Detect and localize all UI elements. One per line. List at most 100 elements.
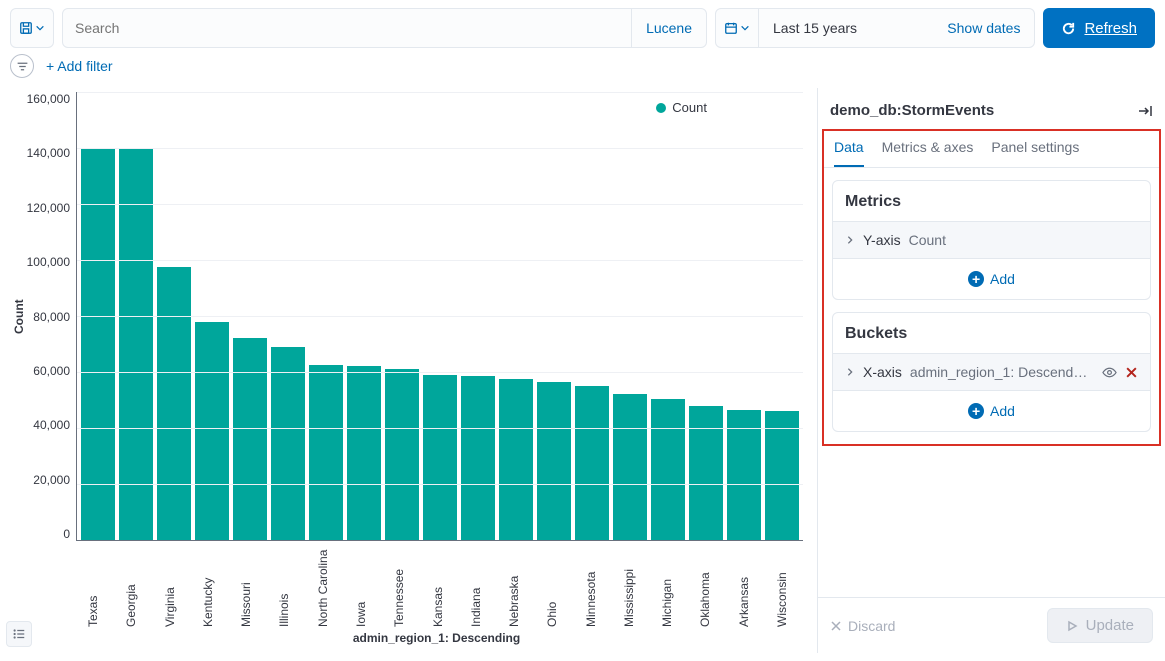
eye-icon[interactable] — [1102, 365, 1117, 380]
calendar-icon — [724, 21, 738, 35]
tab-metrics-axes[interactable]: Metrics & axes — [882, 139, 974, 167]
buckets-item-label: X-axis — [863, 364, 902, 380]
x-tick: Michigan — [660, 545, 674, 627]
chevron-down-icon — [35, 23, 45, 33]
date-quick-select-button[interactable] — [715, 8, 759, 48]
bar[interactable] — [195, 322, 229, 540]
x-tick: Nebraska — [507, 545, 521, 627]
date-range-box: Last 15 years Show dates — [758, 8, 1035, 48]
chart-x-axis-ticks: Texas Georgia Virginia Kentucky Missouri Illi… — [72, 541, 803, 627]
editor-panel-highlighted: Data Metrics & axes Panel settings Metri… — [822, 129, 1161, 446]
tab-panel-settings[interactable]: Panel settings — [991, 139, 1079, 167]
buckets-heading: Buckets — [833, 313, 1150, 353]
x-tick: Arkansas — [737, 545, 751, 627]
show-dates-button[interactable]: Show dates — [933, 20, 1034, 36]
save-query-button[interactable] — [10, 8, 54, 48]
delete-icon[interactable] — [1125, 366, 1138, 379]
play-icon — [1066, 620, 1078, 632]
chevron-right-icon — [845, 367, 855, 377]
x-tick: Georgia — [124, 545, 138, 627]
y-tick: 100,000 — [27, 255, 70, 269]
x-tick: Mississippi — [622, 545, 636, 627]
chart-plot-area — [76, 92, 803, 541]
bar[interactable] — [461, 376, 495, 540]
buckets-item-value: admin_region_1: Descend… — [910, 364, 1094, 380]
plus-circle-icon: + — [968, 403, 984, 419]
y-tick: 80,000 — [33, 310, 70, 324]
list-icon — [12, 627, 26, 641]
legend-toggle-button[interactable] — [6, 621, 32, 647]
x-tick: Texas — [86, 545, 100, 627]
refresh-button[interactable]: Refresh — [1043, 8, 1155, 48]
x-tick: Kansas — [431, 545, 445, 627]
y-tick: 0 — [63, 527, 70, 541]
tab-data[interactable]: Data — [834, 139, 864, 167]
metrics-item-label: Y-axis — [863, 232, 901, 248]
bar[interactable] — [157, 267, 191, 540]
chevron-down-icon — [740, 23, 750, 33]
metrics-add-button[interactable]: + Add — [833, 259, 1150, 299]
metrics-item-value: Count — [909, 232, 1138, 248]
bar[interactable] — [575, 386, 609, 540]
x-tick: Tennessee — [392, 545, 406, 627]
y-tick: 160,000 — [27, 92, 70, 106]
bar[interactable] — [765, 411, 799, 540]
x-tick: Minnesota — [584, 545, 598, 627]
collapse-icon — [1137, 103, 1153, 119]
bar[interactable] — [385, 369, 419, 540]
bar[interactable] — [499, 379, 533, 540]
collapse-panel-button[interactable] — [1137, 103, 1153, 119]
bar[interactable] — [423, 375, 457, 540]
y-tick: 120,000 — [27, 201, 70, 215]
metrics-section: Metrics Y-axis Count + Add — [832, 180, 1151, 300]
search-box: Lucene — [62, 8, 707, 48]
bar[interactable] — [119, 149, 153, 540]
bar[interactable] — [727, 410, 761, 540]
buckets-item-xaxis[interactable]: X-axis admin_region_1: Descend… — [833, 353, 1150, 391]
y-tick: 60,000 — [33, 364, 70, 378]
query-language-toggle[interactable]: Lucene — [631, 9, 706, 47]
buckets-add-button[interactable]: + Add — [833, 391, 1150, 431]
bar[interactable] — [651, 399, 685, 540]
bar[interactable] — [233, 338, 267, 540]
panel-title: demo_db:StormEvents — [830, 102, 994, 119]
chart-x-axis-label: admin_region_1: Descending — [70, 631, 803, 645]
y-tick: 40,000 — [33, 418, 70, 432]
x-tick: Missouri — [239, 545, 253, 627]
y-tick: 20,000 — [33, 473, 70, 487]
chart-y-axis-ticks: 160,000 140,000 120,000 100,000 80,000 60,000… — [28, 92, 76, 541]
add-filter-button[interactable]: + Add filter — [46, 58, 113, 74]
update-button[interactable]: Update — [1047, 608, 1153, 643]
bar[interactable] — [613, 394, 647, 540]
x-tick: Virginia — [163, 545, 177, 627]
metrics-heading: Metrics — [833, 181, 1150, 221]
x-tick: Kentucky — [201, 545, 215, 627]
bar[interactable] — [347, 366, 381, 540]
plus-circle-icon: + — [968, 271, 984, 287]
x-tick: Ohio — [545, 545, 559, 627]
discard-button[interactable]: Discard — [830, 618, 895, 634]
bar[interactable] — [537, 382, 571, 540]
search-input[interactable] — [63, 9, 631, 47]
x-tick: Oklahoma — [698, 545, 712, 627]
x-tick: Illinois — [277, 545, 291, 627]
chart-y-axis-label: Count — [10, 92, 28, 541]
chevron-right-icon — [845, 235, 855, 245]
refresh-icon — [1061, 21, 1076, 36]
x-tick: Indiana — [469, 545, 483, 627]
x-tick: North Carolina — [316, 545, 330, 627]
metrics-item-yaxis[interactable]: Y-axis Count — [833, 221, 1150, 259]
x-tick: Iowa — [354, 545, 368, 627]
bar[interactable] — [689, 406, 723, 540]
y-tick: 140,000 — [27, 146, 70, 160]
bar[interactable] — [81, 148, 115, 540]
filter-menu-button[interactable] — [10, 54, 34, 78]
save-icon — [19, 21, 33, 35]
buckets-section: Buckets X-axis admin_region_1: Descend… — [832, 312, 1151, 432]
x-tick: Wisconsin — [775, 545, 789, 627]
date-range-display[interactable]: Last 15 years — [759, 20, 933, 36]
close-icon — [830, 620, 842, 632]
filter-icon — [16, 60, 29, 73]
bar[interactable] — [271, 347, 305, 540]
bar[interactable] — [309, 365, 343, 540]
